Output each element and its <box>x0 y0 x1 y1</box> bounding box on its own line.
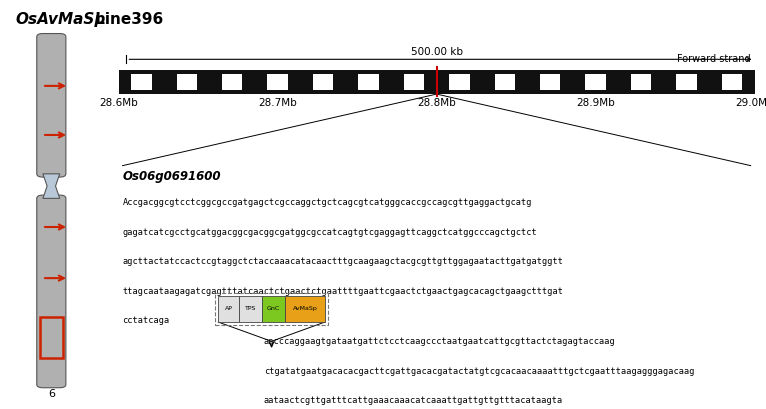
Bar <box>222 74 243 90</box>
Text: 28.8Mb: 28.8Mb <box>417 98 456 108</box>
Bar <box>404 74 424 90</box>
Bar <box>215 293 328 325</box>
Text: Forward strand: Forward strand <box>677 54 751 64</box>
Bar <box>285 295 325 322</box>
Bar <box>218 295 239 322</box>
Text: OsAvMaSp: OsAvMaSp <box>15 12 106 27</box>
Text: ctgatatgaatgacacacgacttcgattgacacgatactatgtcgcacaacaaaatttgctcgaatttaagagggagaca: ctgatatgaatgacacacgacttcgattgacacgatacta… <box>264 367 695 376</box>
Text: aataactcgttgatttcattgaaacaaacatcaaattgattgttgtttacataagta: aataactcgttgatttcattgaaacaaacatcaaattgat… <box>264 396 563 405</box>
Text: AvMaSp: AvMaSp <box>293 306 317 311</box>
Bar <box>540 74 561 90</box>
FancyBboxPatch shape <box>37 195 66 388</box>
Text: Line396: Line396 <box>90 12 163 27</box>
Bar <box>358 74 378 90</box>
Text: 6: 6 <box>47 389 55 399</box>
Text: ttagcaataagagatcgagtttatcaactctgaactctgaattttgaattcgaactctgaactgagcacagctgaagctt: ttagcaataagagatcgagtttatcaactctgaactctga… <box>123 287 564 296</box>
FancyBboxPatch shape <box>37 34 66 177</box>
Text: 29.0Mb: 29.0Mb <box>735 98 766 108</box>
Text: gagatcatcgcctgcatggacggcgacggcgatggcgccatcagtgtcgaggagttcaggctcatggcccagctgctct: gagatcatcgcctgcatggacggcgacggcgatggcgcca… <box>123 228 537 237</box>
Text: 28.9Mb: 28.9Mb <box>576 98 615 108</box>
Text: GnC: GnC <box>267 306 280 311</box>
Text: agcttactatccactccgtaggctctaccaaacatacaactttgcaagaagctacgcgttgttggagaatacttgatgat: agcttactatccactccgtaggctctaccaaacatacaac… <box>123 257 564 266</box>
Text: AP: AP <box>224 306 233 311</box>
Text: 500.00 kb: 500.00 kb <box>411 47 463 57</box>
Bar <box>449 74 470 90</box>
Text: 28.6Mb: 28.6Mb <box>100 98 138 108</box>
Text: Accgacggcgtcctcggcgccgatgagctcgccaggctgctcagcgtcatgggcaccgccagcgttgaggactgcatg: Accgacggcgtcctcggcgccgatgagctcgccaggctgc… <box>123 198 532 207</box>
Bar <box>177 74 197 90</box>
Text: 28.7Mb: 28.7Mb <box>258 98 297 108</box>
Bar <box>239 295 262 322</box>
Text: cctatcaga: cctatcaga <box>123 316 170 325</box>
Bar <box>267 74 288 90</box>
Bar <box>676 74 696 90</box>
Bar <box>313 74 333 90</box>
Bar <box>262 295 285 322</box>
Bar <box>119 70 755 94</box>
Polygon shape <box>43 174 60 198</box>
Text: Os06g0691600: Os06g0691600 <box>123 170 221 183</box>
Bar <box>131 74 152 90</box>
Text: TPS: TPS <box>245 306 256 311</box>
Text: aacccaggaagtgataatgattctcctcaagccctaatgaatcattgcgttactctagagtaccaag: aacccaggaagtgataatgattctcctcaagccctaatga… <box>264 337 616 346</box>
Bar <box>722 74 742 90</box>
Bar <box>495 74 515 90</box>
Bar <box>630 74 651 90</box>
Bar <box>585 74 606 90</box>
Bar <box>40 317 63 358</box>
